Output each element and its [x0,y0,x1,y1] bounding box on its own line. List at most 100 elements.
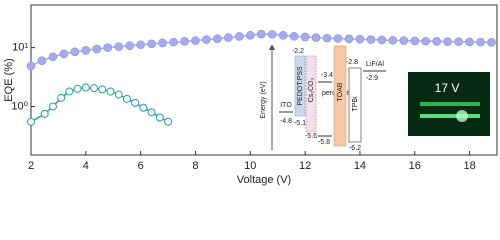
level-value: -2.9 [366,75,378,82]
glow [420,102,480,106]
y-axis-label: EQE (%) [3,58,15,101]
data-point [224,33,233,42]
y-tick-label: 10¹ [12,42,28,54]
tpbi-label: TPBi [352,96,359,112]
data-point [122,94,131,103]
ito-label: ITO [280,102,292,109]
data-point [388,36,398,45]
data-point [65,87,74,96]
data-point [289,31,299,41]
data-point [487,38,496,47]
level-value: -2.2 [292,48,304,55]
data-point [410,36,420,46]
data-point [180,37,189,46]
data-point [90,84,99,93]
data-point [125,41,134,50]
y-tick-label: 10⁰ [11,100,28,112]
data-point [256,29,266,39]
toab-bar [333,45,347,147]
x-tick-label: 12 [299,160,311,172]
level-value: -5.1 [294,120,306,127]
level-value: -5.8 [318,139,330,146]
data-point [139,103,148,112]
data-point [26,61,36,71]
data-point [70,47,80,57]
tpbi-bar [348,67,362,143]
data-point [432,37,441,46]
data-point [57,93,66,102]
x-tick-label: 10 [244,160,256,172]
photo-label: 17 V [435,81,460,95]
cathode-label: LiF/Al [366,61,384,68]
device-photo: 17 V [408,72,490,136]
data-point [92,44,102,54]
data-point [213,34,222,43]
data-point [98,85,107,94]
x-tick-label: 16 [409,160,421,172]
data-point [147,108,156,117]
arrow-head [269,44,275,50]
x-axis-label: Voltage (V) [237,174,291,186]
data-point [267,30,277,39]
data-point [476,37,485,47]
data-point [300,32,310,42]
data-point [366,35,376,44]
data-point [136,40,145,50]
data-point [106,87,115,96]
energy-label: Energy (eV) [260,81,267,118]
data-point [454,37,463,47]
data-point [169,37,178,47]
data-point [37,56,47,65]
data-point [245,31,255,40]
data-point [81,83,90,92]
toab-label: TOAB [337,82,344,101]
data-point [131,98,140,107]
level-value: -2.8 [346,59,358,66]
chart: Voltage (V) EQE (%) 2 4 6 8 10 12 14 16 18 10⁰ 10¹… [3,4,498,186]
data-point [27,117,35,126]
data-point [73,84,82,93]
data-point [164,117,173,126]
data-point [40,109,49,118]
energy-diagram: Energy (eV) ITO -4.8 PEDOT:PSS -2.2 -5.1… [260,44,386,152]
data-point [147,39,156,49]
x-tick-label: 8 [192,160,198,172]
data-point [311,33,321,42]
data-point [333,34,343,43]
data-point [59,49,69,59]
data-point [48,102,57,111]
data-point [103,43,113,52]
data-point [155,113,164,122]
level-value: -5.6 [305,133,317,140]
glow [420,114,480,118]
data-point [322,33,332,43]
data-point [81,46,91,55]
x-tick-label: 4 [83,160,89,172]
pedot-bar [294,55,306,117]
data-point [421,36,431,46]
data-point [399,36,409,45]
x-tick-label: 6 [138,160,144,172]
data-point [158,38,167,48]
data-point [344,34,354,44]
level-value: -3.4 [321,72,333,79]
cs2co3-label: Cs₂CO₃ [308,78,315,103]
x-tick-label: 2 [28,160,34,172]
data-point [114,42,124,51]
data-point [278,31,288,40]
glow [456,110,468,122]
pedot-label: PEDOT:PSS [297,66,304,106]
data-point [191,36,200,45]
data-point [465,37,474,47]
data-point [355,34,365,44]
cs2co3-bar [305,55,317,133]
level-value: -4.8 [280,118,292,125]
x-tick-label: 14 [354,160,366,172]
plot-frame [30,4,498,156]
data-point [114,90,123,99]
data-point [443,37,452,46]
data-point [377,35,387,45]
x-tick-label: 18 [463,160,475,172]
level-value: -6.2 [349,145,361,152]
data-point [48,52,58,62]
